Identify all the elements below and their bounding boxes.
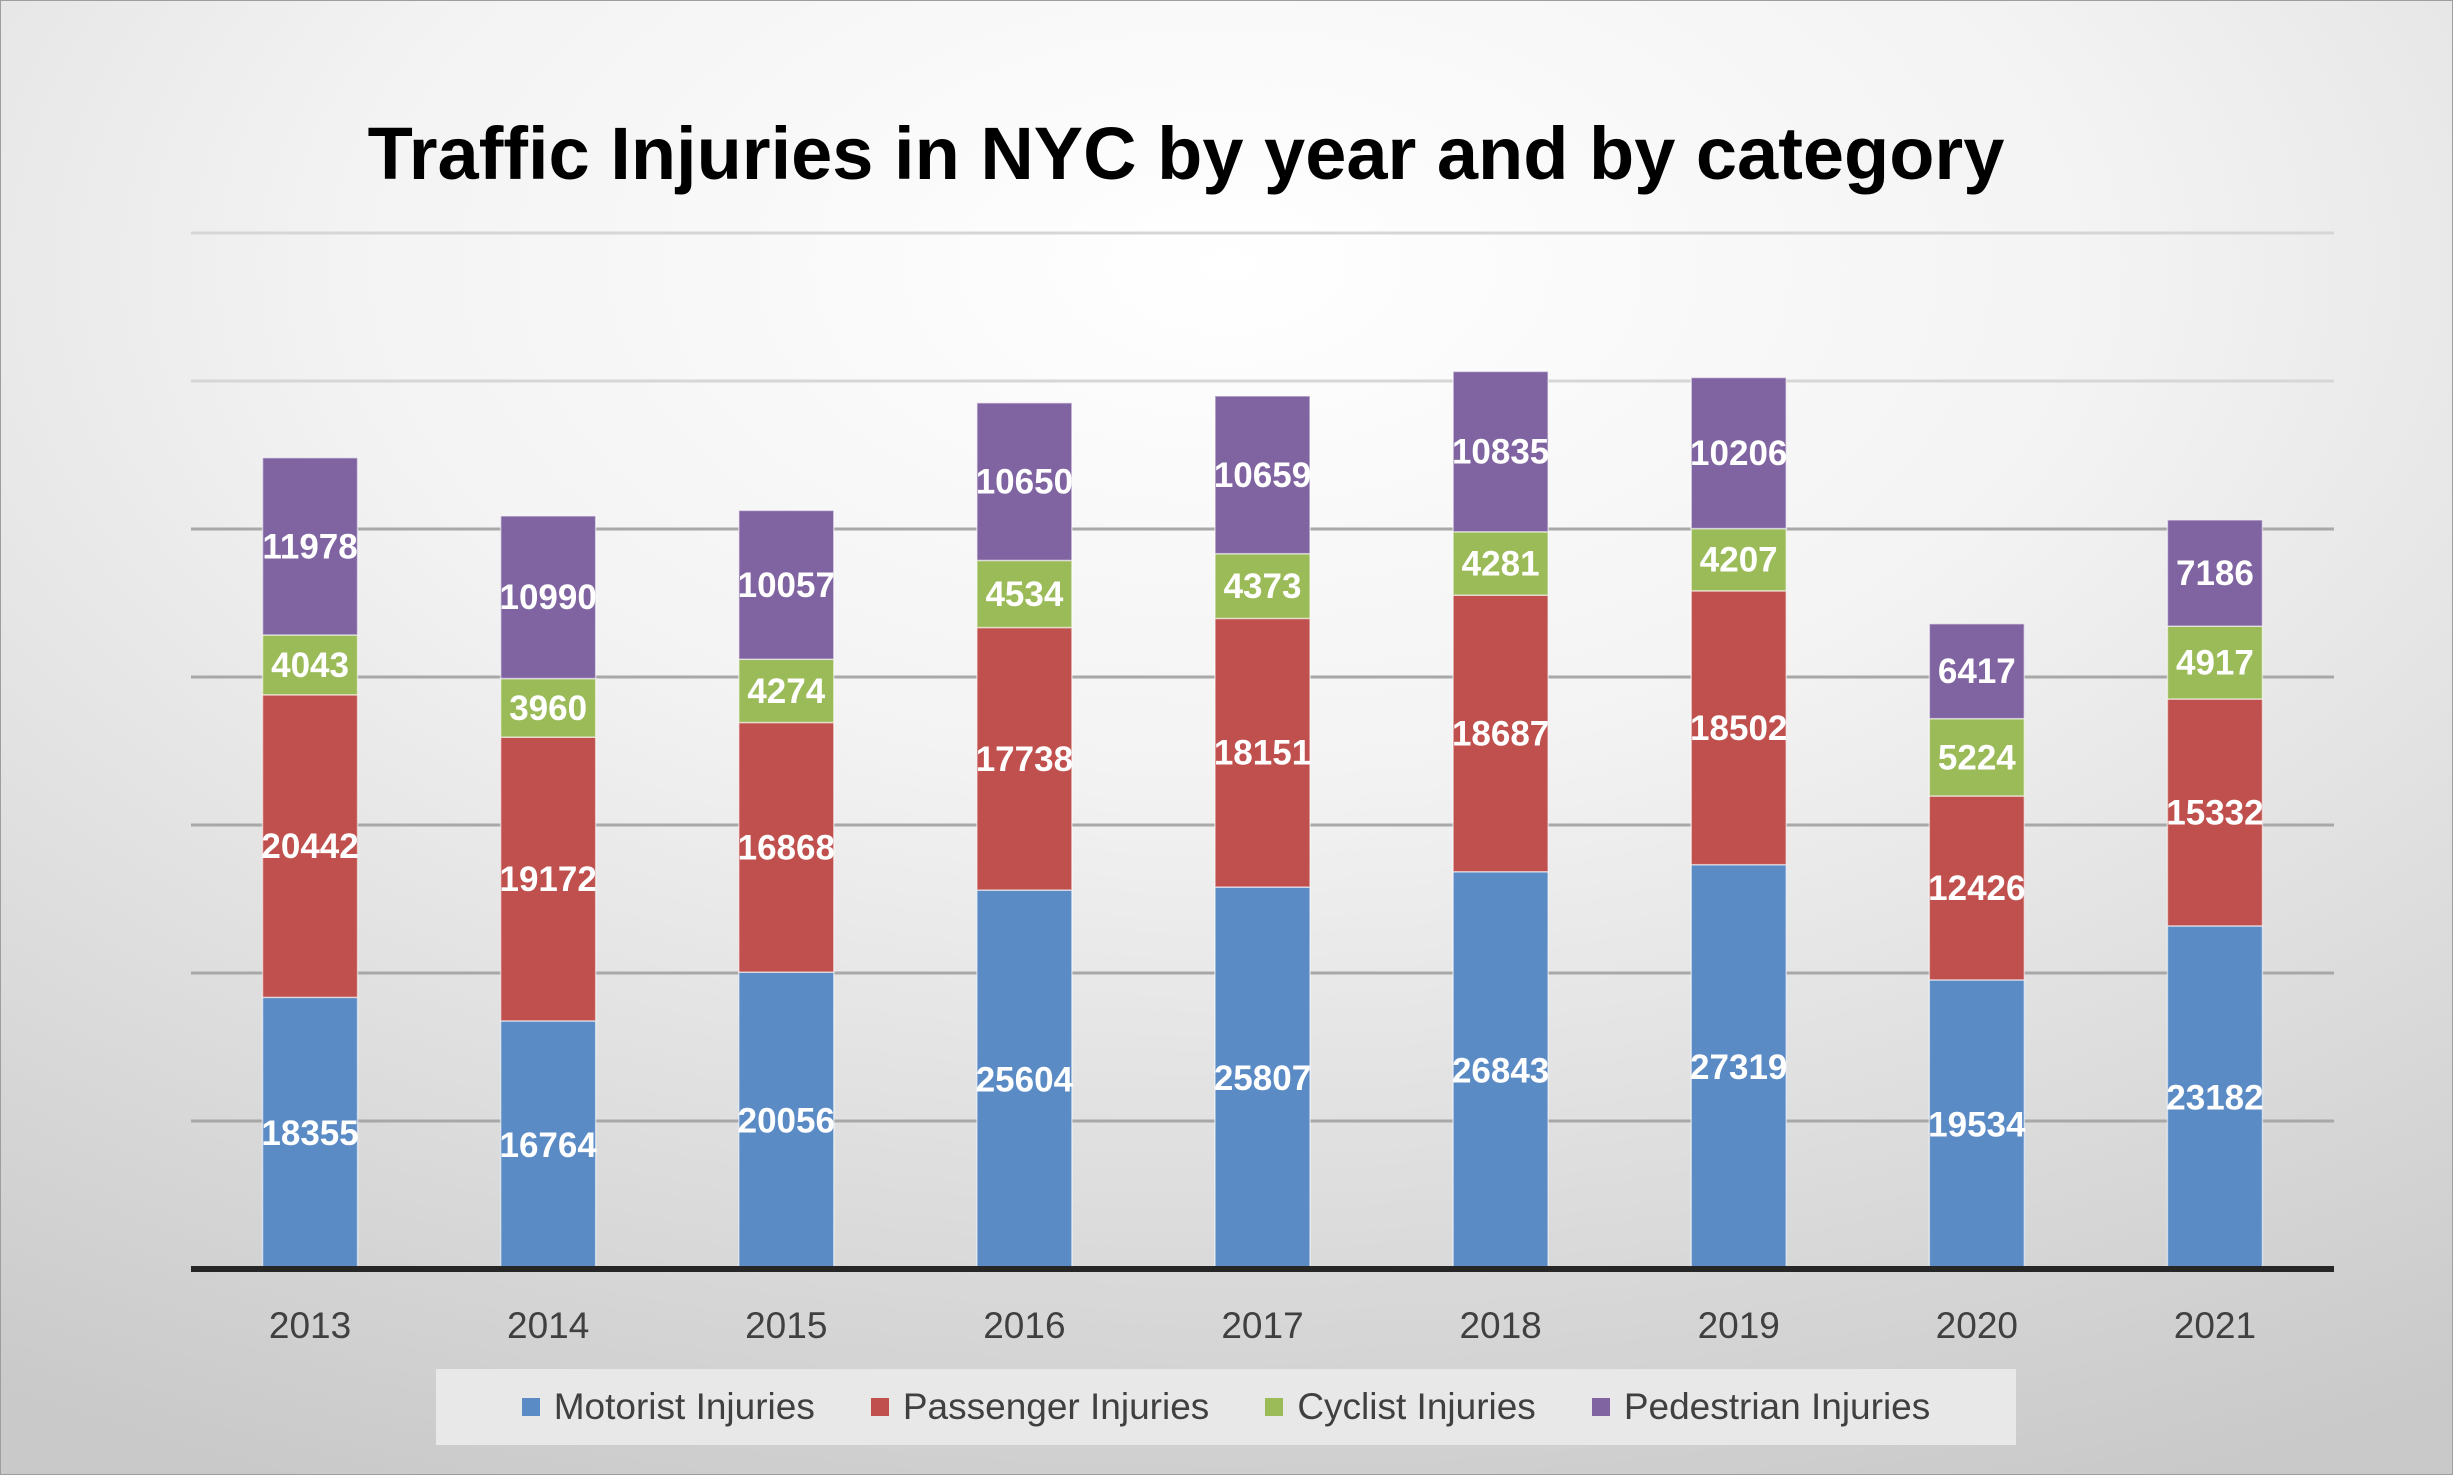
bar-cyclist-injuries-2013 bbox=[261, 634, 359, 696]
bar-motorist-injuries-2018 bbox=[1452, 870, 1549, 1270]
x-tick-label-2018: 2018 bbox=[1459, 1305, 1541, 1346]
data-label-cyclist-injuries-2018: 4281 bbox=[1462, 544, 1540, 583]
data-label-pedestrian-injuries-2014: 10990 bbox=[500, 578, 597, 617]
x-tick-label-2016: 2016 bbox=[983, 1305, 1065, 1346]
data-label-cyclist-injuries-2019: 4207 bbox=[1700, 541, 1778, 580]
bar-passenger-injuries-2018 bbox=[1452, 594, 1549, 873]
bar-pedestrian-injuries-2019 bbox=[1690, 376, 1787, 530]
legend-swatch-cyclist bbox=[1265, 1398, 1284, 1416]
legend-swatch-pedestrian bbox=[1591, 1398, 1610, 1416]
data-label-motorist-injuries-2013: 18355 bbox=[261, 1114, 358, 1153]
data-label-cyclist-injuries-2016: 4534 bbox=[985, 575, 1063, 614]
legend-item-pedestrian: Pedestrian Injuries bbox=[1591, 1386, 1931, 1428]
bar-motorist-injuries-2019 bbox=[1690, 863, 1787, 1270]
x-tick-label-2017: 2017 bbox=[1221, 1305, 1303, 1346]
data-label-pedestrian-injuries-2015: 10057 bbox=[738, 566, 835, 605]
data-label-cyclist-injuries-2017: 4373 bbox=[1224, 567, 1302, 606]
data-label-cyclist-injuries-2013: 4043 bbox=[271, 646, 349, 685]
data-label-passenger-injuries-2019: 18502 bbox=[1690, 709, 1787, 748]
x-tick-label-2014: 2014 bbox=[507, 1305, 589, 1346]
data-label-cyclist-injuries-2020: 5224 bbox=[1938, 738, 2016, 777]
legend: Motorist Injuries Passenger Injuries Cyc… bbox=[436, 1369, 2016, 1445]
legend-swatch-passenger bbox=[870, 1398, 889, 1416]
x-tick-label-2019: 2019 bbox=[1698, 1305, 1780, 1346]
bar-motorist-injuries-2015 bbox=[738, 971, 835, 1270]
data-label-motorist-injuries-2017: 25807 bbox=[1214, 1059, 1311, 1098]
data-label-pedestrian-injuries-2020: 6417 bbox=[1938, 652, 2016, 691]
bar-cyclist-injuries-2020 bbox=[1928, 717, 2026, 797]
bar-pedestrian-injuries-2020 bbox=[1928, 622, 2026, 720]
data-label-pedestrian-injuries-2019: 10206 bbox=[1690, 434, 1787, 473]
bar-passenger-injuries-2021 bbox=[2166, 698, 2264, 927]
bar-cyclist-injuries-2015 bbox=[738, 658, 835, 724]
bar-passenger-injuries-2019 bbox=[1690, 590, 1787, 866]
data-label-passenger-injuries-2016: 17738 bbox=[976, 740, 1073, 779]
data-label-pedestrian-injuries-2021: 7186 bbox=[2176, 554, 2254, 593]
data-label-motorist-injuries-2019: 27319 bbox=[1690, 1048, 1787, 1087]
bar-pedestrian-injuries-2013 bbox=[261, 456, 359, 636]
legend-label-motorist: Motorist Injuries bbox=[553, 1386, 815, 1427]
bar-pedestrian-injuries-2021 bbox=[2166, 519, 2264, 627]
data-label-passenger-injuries-2021: 15332 bbox=[2166, 793, 2263, 832]
bar-passenger-injuries-2020 bbox=[1928, 795, 2026, 981]
bar-passenger-injuries-2014 bbox=[499, 736, 597, 1022]
bar-cyclist-injuries-2019 bbox=[1690, 527, 1787, 592]
bar-motorist-injuries-2020 bbox=[1928, 979, 2026, 1270]
legend-item-motorist: Motorist Injuries bbox=[521, 1386, 815, 1428]
data-label-passenger-injuries-2015: 16868 bbox=[738, 828, 835, 867]
bar-motorist-injuries-2014 bbox=[499, 1020, 597, 1270]
data-label-cyclist-injuries-2021: 4917 bbox=[2176, 644, 2254, 683]
data-label-passenger-injuries-2020: 12426 bbox=[1928, 869, 2025, 908]
bar-pedestrian-injuries-2016 bbox=[976, 402, 1073, 562]
x-tick-label-2021: 2021 bbox=[2174, 1305, 2256, 1346]
data-label-pedestrian-injuries-2013: 11978 bbox=[262, 527, 357, 566]
data-label-motorist-injuries-2020: 19534 bbox=[1928, 1105, 2026, 1144]
legend-label-pedestrian: Pedestrian Injuries bbox=[1623, 1386, 1931, 1427]
bar-cyclist-injuries-2014 bbox=[499, 677, 597, 738]
legend-label-cyclist: Cyclist Injuries bbox=[1297, 1386, 1536, 1427]
data-label-passenger-injuries-2014: 19172 bbox=[500, 860, 597, 899]
data-label-pedestrian-injuries-2018: 10835 bbox=[1452, 433, 1549, 472]
bar-motorist-injuries-2016 bbox=[976, 889, 1073, 1270]
bar-passenger-injuries-2015 bbox=[738, 721, 835, 973]
data-label-passenger-injuries-2017: 18151 bbox=[1214, 734, 1311, 773]
data-label-pedestrian-injuries-2017: 10659 bbox=[1214, 456, 1311, 495]
x-tick-label-2015: 2015 bbox=[745, 1305, 827, 1346]
bar-pedestrian-injuries-2014 bbox=[499, 515, 597, 680]
bar-cyclist-injuries-2021 bbox=[2166, 625, 2264, 700]
bar-cyclist-injuries-2018 bbox=[1452, 531, 1549, 596]
x-tick-label-2013: 2013 bbox=[269, 1305, 351, 1346]
legend-item-passenger: Passenger Injuries bbox=[870, 1386, 1210, 1428]
data-label-motorist-injuries-2018: 26843 bbox=[1452, 1051, 1549, 1090]
legend-swatch-motorist bbox=[521, 1398, 540, 1416]
bar-passenger-injuries-2013 bbox=[261, 694, 359, 999]
legend-item-cyclist: Cyclist Injuries bbox=[1265, 1386, 1536, 1428]
x-tick-label-2020: 2020 bbox=[1936, 1305, 2018, 1346]
data-label-pedestrian-injuries-2016: 10650 bbox=[976, 463, 1073, 502]
data-label-cyclist-injuries-2015: 4274 bbox=[747, 672, 825, 711]
bar-pedestrian-injuries-2018 bbox=[1452, 370, 1549, 533]
bar-motorist-injuries-2021 bbox=[2166, 925, 2264, 1270]
chart-title: Traffic Injuries in NYC by year and by c… bbox=[367, 112, 2005, 195]
bar-pedestrian-injuries-2015 bbox=[738, 509, 835, 661]
data-label-passenger-injuries-2018: 18687 bbox=[1452, 714, 1549, 753]
data-label-motorist-injuries-2016: 25604 bbox=[976, 1061, 1074, 1100]
data-label-motorist-injuries-2014: 16764 bbox=[500, 1126, 598, 1165]
data-label-passenger-injuries-2013: 20442 bbox=[261, 827, 358, 866]
data-label-motorist-injuries-2021: 23182 bbox=[2166, 1078, 2263, 1117]
data-label-motorist-injuries-2015: 20056 bbox=[738, 1102, 835, 1141]
legend-label-passenger: Passenger Injuries bbox=[902, 1386, 1210, 1427]
data-label-cyclist-injuries-2014: 3960 bbox=[509, 689, 587, 728]
bar-pedestrian-injuries-2017 bbox=[1214, 395, 1311, 555]
